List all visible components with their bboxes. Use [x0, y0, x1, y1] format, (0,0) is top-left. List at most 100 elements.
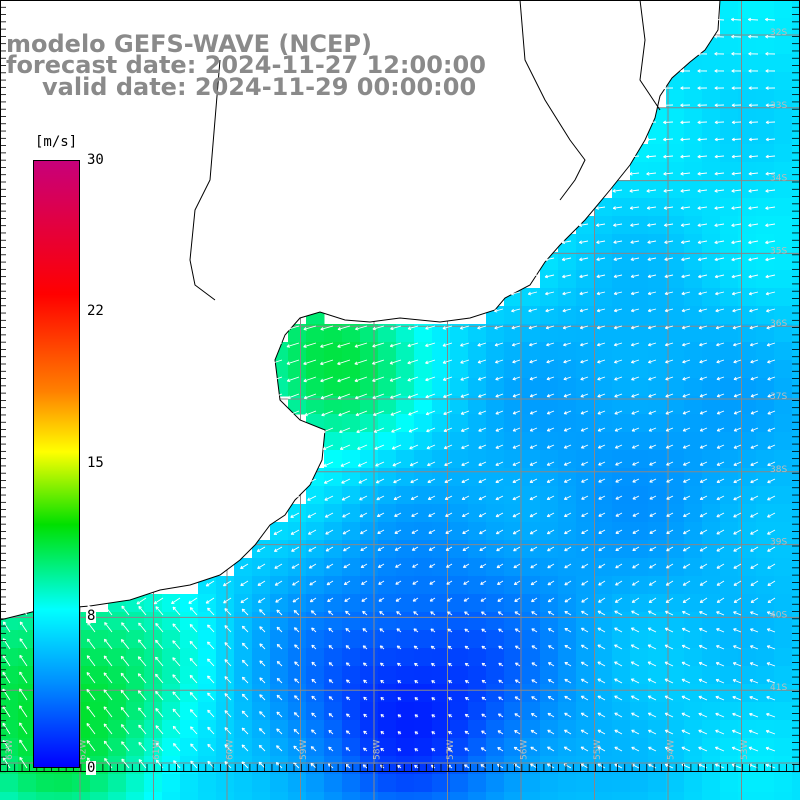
wind-cell — [504, 576, 523, 595]
wind-cell — [738, 144, 757, 163]
wind-cell — [594, 396, 613, 415]
wind-cell — [450, 612, 469, 631]
wind-cell — [270, 612, 289, 631]
wind-cell — [576, 306, 595, 325]
wind-cell — [756, 504, 775, 523]
wind-cell — [576, 360, 595, 379]
wind-cell — [432, 792, 451, 800]
wind-cell — [702, 108, 721, 127]
wind-cell — [558, 342, 577, 361]
wind-cell — [666, 108, 685, 127]
wind-cell — [270, 774, 289, 793]
wind-cell — [396, 432, 415, 451]
wind-cell — [288, 648, 307, 667]
wind-cell — [792, 0, 800, 19]
wind-cell — [594, 216, 613, 235]
wind-cell — [306, 594, 325, 613]
wind-cell — [702, 54, 721, 73]
wind-cell — [324, 360, 343, 379]
wind-cell — [630, 522, 649, 541]
wind-cell — [666, 702, 685, 721]
wind-cell — [612, 396, 631, 415]
wind-cell — [630, 576, 649, 595]
wind-cell — [0, 630, 19, 649]
wind-cell — [468, 630, 487, 649]
wind-cell — [504, 594, 523, 613]
wind-cell — [558, 612, 577, 631]
wind-cell — [612, 234, 631, 253]
wind-cell — [594, 468, 613, 487]
wind-cell — [720, 468, 739, 487]
wind-cell — [306, 720, 325, 739]
wind-cell — [450, 450, 469, 469]
wind-cell — [180, 774, 199, 793]
wind-cell — [576, 288, 595, 307]
wind-cell — [324, 432, 343, 451]
wind-cell — [576, 576, 595, 595]
wind-cell — [666, 630, 685, 649]
wind-cell — [324, 324, 343, 343]
wind-cell — [702, 432, 721, 451]
wind-cell — [792, 774, 800, 793]
wind-cell — [0, 774, 19, 793]
wind-cell — [468, 504, 487, 523]
wind-cell — [324, 792, 343, 800]
wind-cell — [324, 504, 343, 523]
wind-cell — [648, 594, 667, 613]
wind-cell — [216, 774, 235, 793]
wind-cell — [666, 468, 685, 487]
wind-cell — [612, 468, 631, 487]
wind-arrow — [747, 17, 759, 22]
wind-cell — [558, 774, 577, 793]
wind-cell — [522, 486, 541, 505]
wind-cell — [504, 414, 523, 433]
wind-cell — [684, 684, 703, 703]
wind-cell — [792, 108, 800, 127]
wind-cell — [774, 612, 793, 631]
wind-cell — [486, 522, 505, 541]
wind-cell — [738, 630, 757, 649]
wind-cell — [594, 774, 613, 793]
wind-cell — [666, 342, 685, 361]
wind-cell — [378, 792, 397, 800]
wind-cell — [738, 198, 757, 217]
wind-cell — [720, 162, 739, 181]
wind-cell — [666, 324, 685, 343]
wind-cell — [396, 378, 415, 397]
wind-cell — [594, 702, 613, 721]
wind-cell — [324, 738, 343, 757]
coastline — [0, 0, 721, 621]
wind-cell — [666, 738, 685, 757]
lat-tick-label: 37S — [770, 392, 787, 402]
wind-cell — [540, 576, 559, 595]
wind-cell — [558, 360, 577, 379]
wind-cell — [414, 396, 433, 415]
wind-cell — [252, 792, 271, 800]
wind-cell — [288, 594, 307, 613]
wind-cell — [720, 396, 739, 415]
wind-cell — [756, 126, 775, 145]
wind-cell — [306, 648, 325, 667]
wind-cell — [684, 72, 703, 91]
wind-cell — [378, 558, 397, 577]
wind-cell — [612, 342, 631, 361]
wind-cell — [702, 270, 721, 289]
wind-cell — [396, 792, 415, 800]
wind-cell — [630, 648, 649, 667]
wind-cell — [774, 558, 793, 577]
wind-cell — [756, 756, 775, 775]
wind-cell — [612, 756, 631, 775]
wind-cell — [774, 792, 793, 800]
wind-cell — [558, 720, 577, 739]
wind-cell — [468, 342, 487, 361]
lat-tick-label: 36S — [770, 319, 787, 329]
wind-cell — [594, 360, 613, 379]
wind-cell — [180, 738, 199, 757]
wind-cell — [594, 450, 613, 469]
wind-cell — [648, 378, 667, 397]
wind-cell — [342, 324, 361, 343]
wind-cell — [594, 270, 613, 289]
wind-cell — [702, 468, 721, 487]
colorbar-units: [m/s] — [33, 134, 80, 150]
wind-cell — [666, 360, 685, 379]
